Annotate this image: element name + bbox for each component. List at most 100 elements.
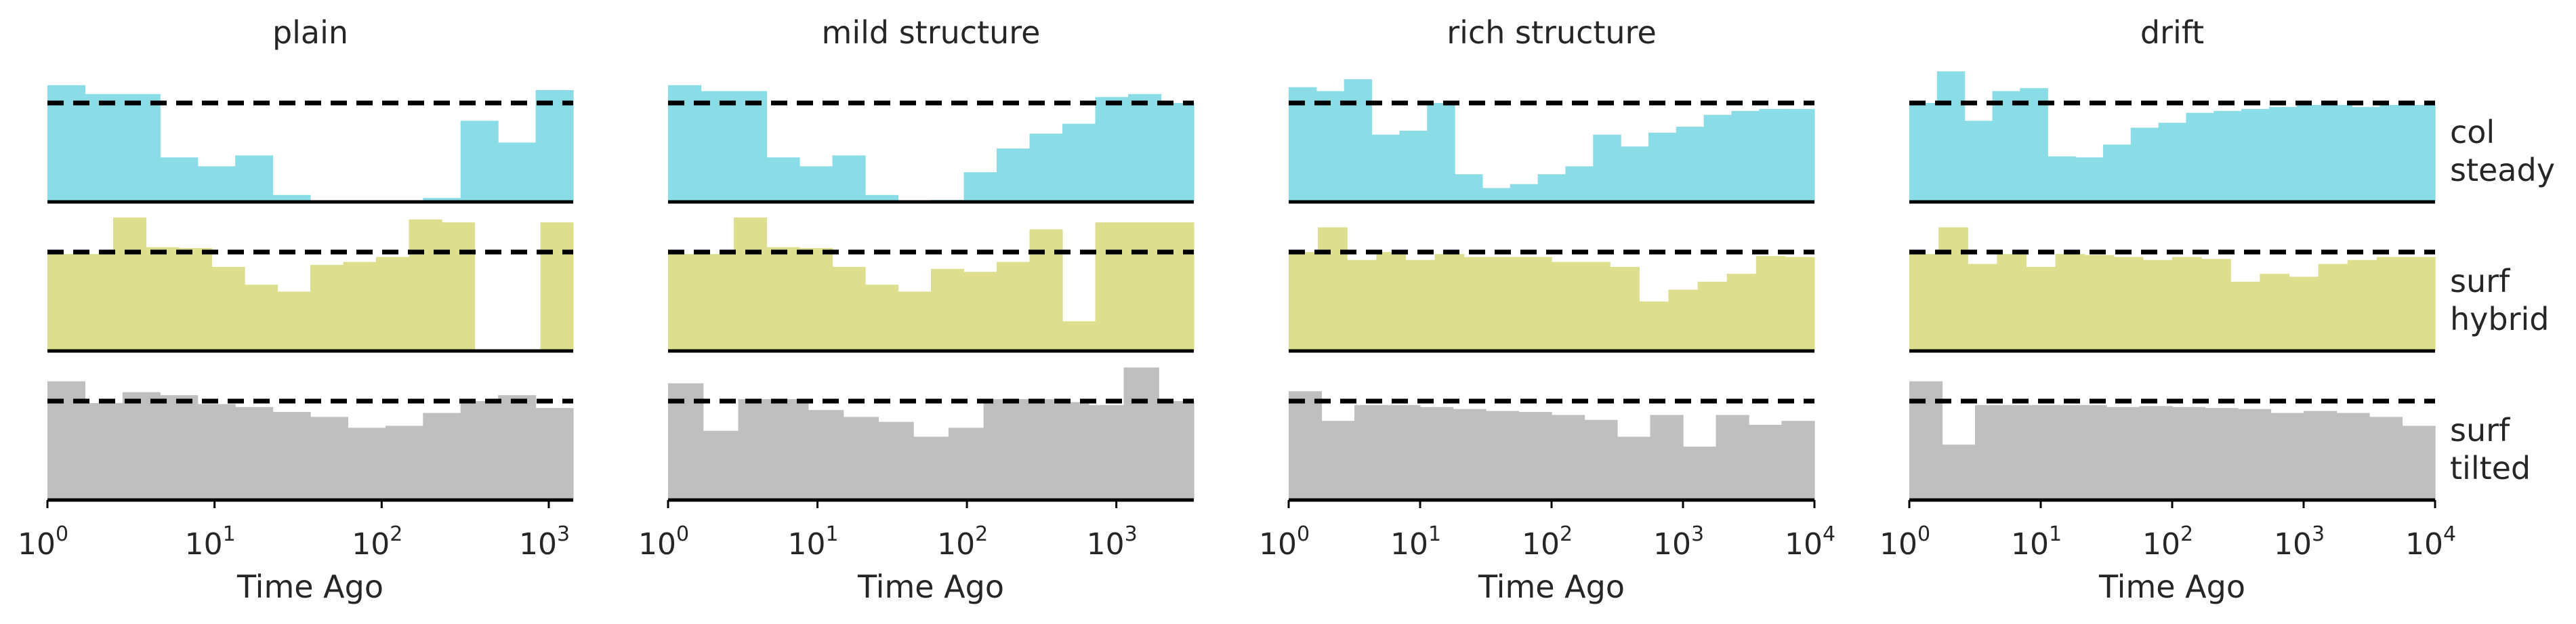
- histogram-bar: [1088, 404, 1125, 500]
- histogram-bar: [1683, 446, 1717, 500]
- histogram-bar: [2142, 259, 2173, 351]
- histogram-bar: [423, 413, 461, 500]
- histogram-bar: [1552, 415, 1585, 500]
- histogram-bar: [1581, 262, 1611, 351]
- histogram-bar: [1617, 436, 1651, 500]
- histogram-bar: [1161, 222, 1194, 351]
- histogram-bar: [2158, 123, 2187, 202]
- histogram-bar: [272, 412, 311, 500]
- histogram-bar: [272, 194, 311, 202]
- histogram-bar: [1321, 421, 1355, 500]
- row-label: hybrid: [2450, 301, 2549, 337]
- histogram-bar: [799, 248, 833, 351]
- histogram-bar: [734, 217, 768, 351]
- histogram-bar: [235, 155, 274, 202]
- row-label: col: [2450, 114, 2495, 150]
- histogram-bar: [1095, 97, 1129, 202]
- histogram-bar: [2402, 425, 2436, 500]
- histogram-bar: [2075, 157, 2104, 202]
- histogram-bar: [2376, 257, 2407, 351]
- x-tick-exponent: 2: [390, 522, 402, 546]
- histogram-bar: [1697, 281, 1728, 351]
- histogram-bar: [2268, 106, 2298, 202]
- histogram-bar: [2347, 259, 2377, 351]
- x-tick-label: 10: [937, 527, 975, 562]
- x-tick-label: 10: [18, 527, 56, 562]
- x-tick-exponent: 3: [557, 522, 570, 546]
- histogram-bar: [2318, 264, 2348, 351]
- histogram-bar: [160, 157, 199, 202]
- x-tick-exponent: 1: [1428, 522, 1441, 546]
- x-tick-exponent: 0: [1917, 522, 1930, 546]
- histogram-bar: [2336, 413, 2370, 500]
- x-axis-label: Time Ago: [857, 568, 1004, 605]
- histogram-bar: [1703, 115, 1732, 202]
- histogram-bar: [865, 285, 899, 351]
- histogram-bar: [423, 198, 461, 202]
- histogram-bar: [963, 172, 997, 202]
- histogram-bar: [343, 262, 377, 351]
- x-tick-label: 10: [352, 527, 390, 562]
- histogram-bar: [2238, 409, 2272, 500]
- histogram-bar: [540, 222, 574, 351]
- histogram-bar: [1749, 425, 1783, 500]
- histogram-bar: [1964, 121, 1993, 202]
- x-tick-label: 10: [1653, 527, 1691, 562]
- histogram-bar: [1909, 103, 1938, 202]
- histogram-bar: [2369, 417, 2403, 500]
- histogram-bar: [310, 417, 349, 500]
- x-tick-exponent: 4: [1823, 522, 1835, 546]
- histogram-bar: [1486, 411, 1520, 500]
- x-tick-exponent: 3: [1691, 522, 1704, 546]
- x-tick-label: 10: [519, 527, 557, 562]
- histogram-bar: [878, 421, 914, 500]
- histogram-bar: [2020, 88, 2048, 202]
- histogram-bar: [2201, 259, 2231, 351]
- histogram-bar: [2026, 266, 2056, 351]
- histogram-bar: [197, 166, 236, 202]
- histogram-bar: [498, 142, 537, 202]
- histogram-bar: [1650, 415, 1684, 500]
- x-tick-label: 10: [2405, 527, 2443, 562]
- histogram-bar: [47, 253, 81, 351]
- histogram-bar: [2084, 255, 2115, 351]
- x-tick-label: 10: [185, 527, 223, 562]
- histogram-bar: [1159, 401, 1194, 500]
- row-label: steady: [2450, 152, 2555, 188]
- histogram-bar: [1128, 222, 1162, 351]
- histogram-bar: [1676, 127, 1705, 202]
- histogram-bar: [1455, 174, 1483, 202]
- histogram-bar: [1936, 71, 1966, 202]
- histogram-bar: [1128, 93, 1162, 202]
- histogram-bar: [766, 157, 800, 202]
- histogram-bar: [1716, 415, 1749, 500]
- histogram-bar: [2008, 404, 2041, 500]
- histogram-bar: [1992, 91, 2020, 202]
- x-tick-exponent: 3: [1125, 522, 1138, 546]
- histogram-bar: [1399, 130, 1428, 202]
- histogram-bar: [1510, 184, 1539, 202]
- histogram-bar: [197, 404, 236, 500]
- histogram-bar: [1463, 257, 1494, 351]
- row-label: tilted: [2450, 450, 2531, 486]
- x-tick-exponent: 2: [975, 522, 988, 546]
- x-tick-exponent: 1: [826, 522, 839, 546]
- histogram-bar: [1781, 421, 1815, 500]
- histogram-bar: [1405, 259, 1436, 351]
- histogram-bar: [1565, 166, 1594, 202]
- histogram-bar: [2352, 106, 2380, 202]
- histogram-bar: [1482, 188, 1511, 202]
- histogram-bar: [1648, 132, 1677, 202]
- x-tick-label: 10: [2011, 527, 2049, 562]
- histogram-bar: [1518, 412, 1552, 500]
- histogram-bar: [1909, 253, 1939, 351]
- histogram-bar: [2139, 406, 2173, 500]
- x-tick-label: 10: [2274, 527, 2312, 562]
- histogram-bar: [160, 395, 199, 500]
- histogram-bar: [2260, 274, 2290, 351]
- histogram-bar: [1639, 301, 1669, 351]
- histogram-bar: [766, 247, 800, 351]
- histogram-bar: [498, 395, 537, 500]
